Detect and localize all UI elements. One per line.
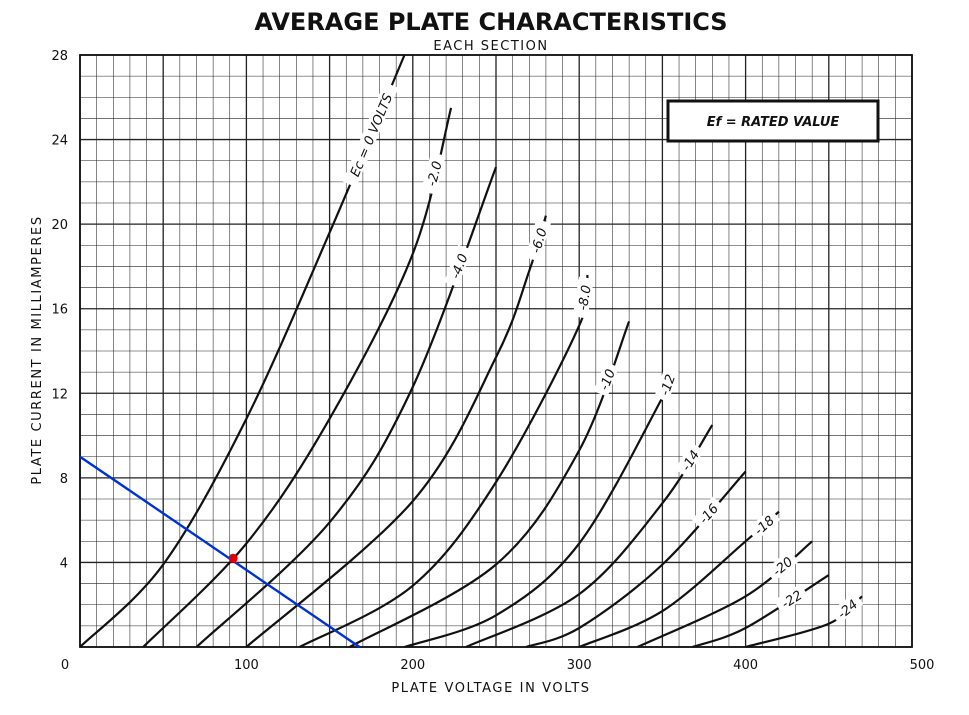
curve-label-bg	[524, 218, 551, 262]
curve-label: -8.0	[576, 284, 595, 311]
x-tick-label: 0	[61, 658, 69, 673]
x-axis-label: PLATE VOLTAGE IN VOLTS	[391, 681, 590, 696]
y-axis-label: PLATE CURRENT IN MILLIAMPERES	[30, 215, 45, 484]
x-tick-label: 200	[400, 658, 425, 673]
y-tick-label: 16	[51, 303, 68, 318]
curve-label-bg	[593, 361, 619, 397]
operating-point	[228, 553, 238, 563]
y-tick-label: 12	[51, 387, 68, 402]
curve-label-bg	[773, 583, 809, 614]
x-tick-label: 500	[910, 658, 935, 673]
curve-label-bg	[654, 367, 679, 402]
plate-curve-22	[692, 574, 830, 649]
curve-label-bg	[674, 442, 705, 478]
y-tick-label: 20	[51, 218, 68, 233]
curve-label: Ec = 0 VOLTS	[348, 92, 396, 179]
curve-label-group: -6.0	[524, 218, 551, 262]
curve-label-group: -2.0	[420, 152, 446, 195]
y-tick-label: 28	[51, 49, 68, 64]
curve-label: -12	[658, 373, 679, 398]
curve-label-group: Ec = 0 VOLTS	[342, 82, 399, 188]
plot-frame	[79, 54, 913, 648]
curve-label-group: -10	[593, 361, 619, 397]
curve-label-bg	[764, 549, 799, 582]
curve-label-bg	[420, 152, 446, 195]
curve-label-bg	[746, 508, 781, 541]
curve-label-group: -12	[654, 367, 679, 402]
curve-label: -6.0	[529, 227, 551, 256]
load-line-segment	[79, 455, 361, 648]
x-tick-label: 400	[733, 658, 758, 673]
curve-label-group: -18	[746, 508, 781, 541]
curve-label-bg	[572, 276, 594, 319]
operating-point-layer	[228, 553, 238, 563]
plot-border	[79, 54, 913, 648]
y-tick-label: 24	[51, 134, 68, 149]
plate-curve-60	[245, 215, 547, 648]
curve-label-group: -22	[773, 583, 809, 614]
curve-label-group: -20	[764, 549, 799, 582]
curve-label-bg	[444, 244, 473, 288]
curve-label: -2.0	[425, 160, 446, 188]
plate-curve-20	[636, 540, 813, 648]
axis-ticks: 0 100 200 300 400 500 4 8 12 16 20 24 28	[51, 49, 934, 673]
load-line	[79, 455, 361, 648]
plate-curve-14	[465, 424, 714, 648]
curve-labels: Ec = 0 VOLTS -2.0-4.0-6.0-8.0-10 -12-14-16…	[342, 82, 864, 625]
chart-title: AVERAGE PLATE CHARACTERISTICS	[254, 8, 727, 36]
x-tick-label: 300	[567, 658, 592, 673]
legend-text: Ef = RATED VALUE	[707, 115, 840, 130]
curve-label-group: -8.0	[572, 276, 595, 319]
chart-subtitle: EACH SECTION	[433, 39, 548, 54]
curve-label-bg	[829, 592, 864, 625]
plate-curve-20	[142, 107, 453, 648]
y-tick-label: 8	[60, 472, 68, 487]
legend-border	[666, 99, 880, 143]
legend-box: Ef = RATED VALUE	[666, 99, 880, 143]
x-tick-label: 100	[234, 658, 259, 673]
y-tick-label: 4	[60, 556, 68, 571]
plate-curve-12	[404, 373, 673, 649]
curve-label-group: -14	[674, 442, 705, 478]
curve-label-bg	[342, 82, 399, 188]
plate-curve-80	[299, 274, 590, 648]
curve-label-bg	[691, 496, 724, 530]
curve-label: -10	[597, 367, 619, 392]
